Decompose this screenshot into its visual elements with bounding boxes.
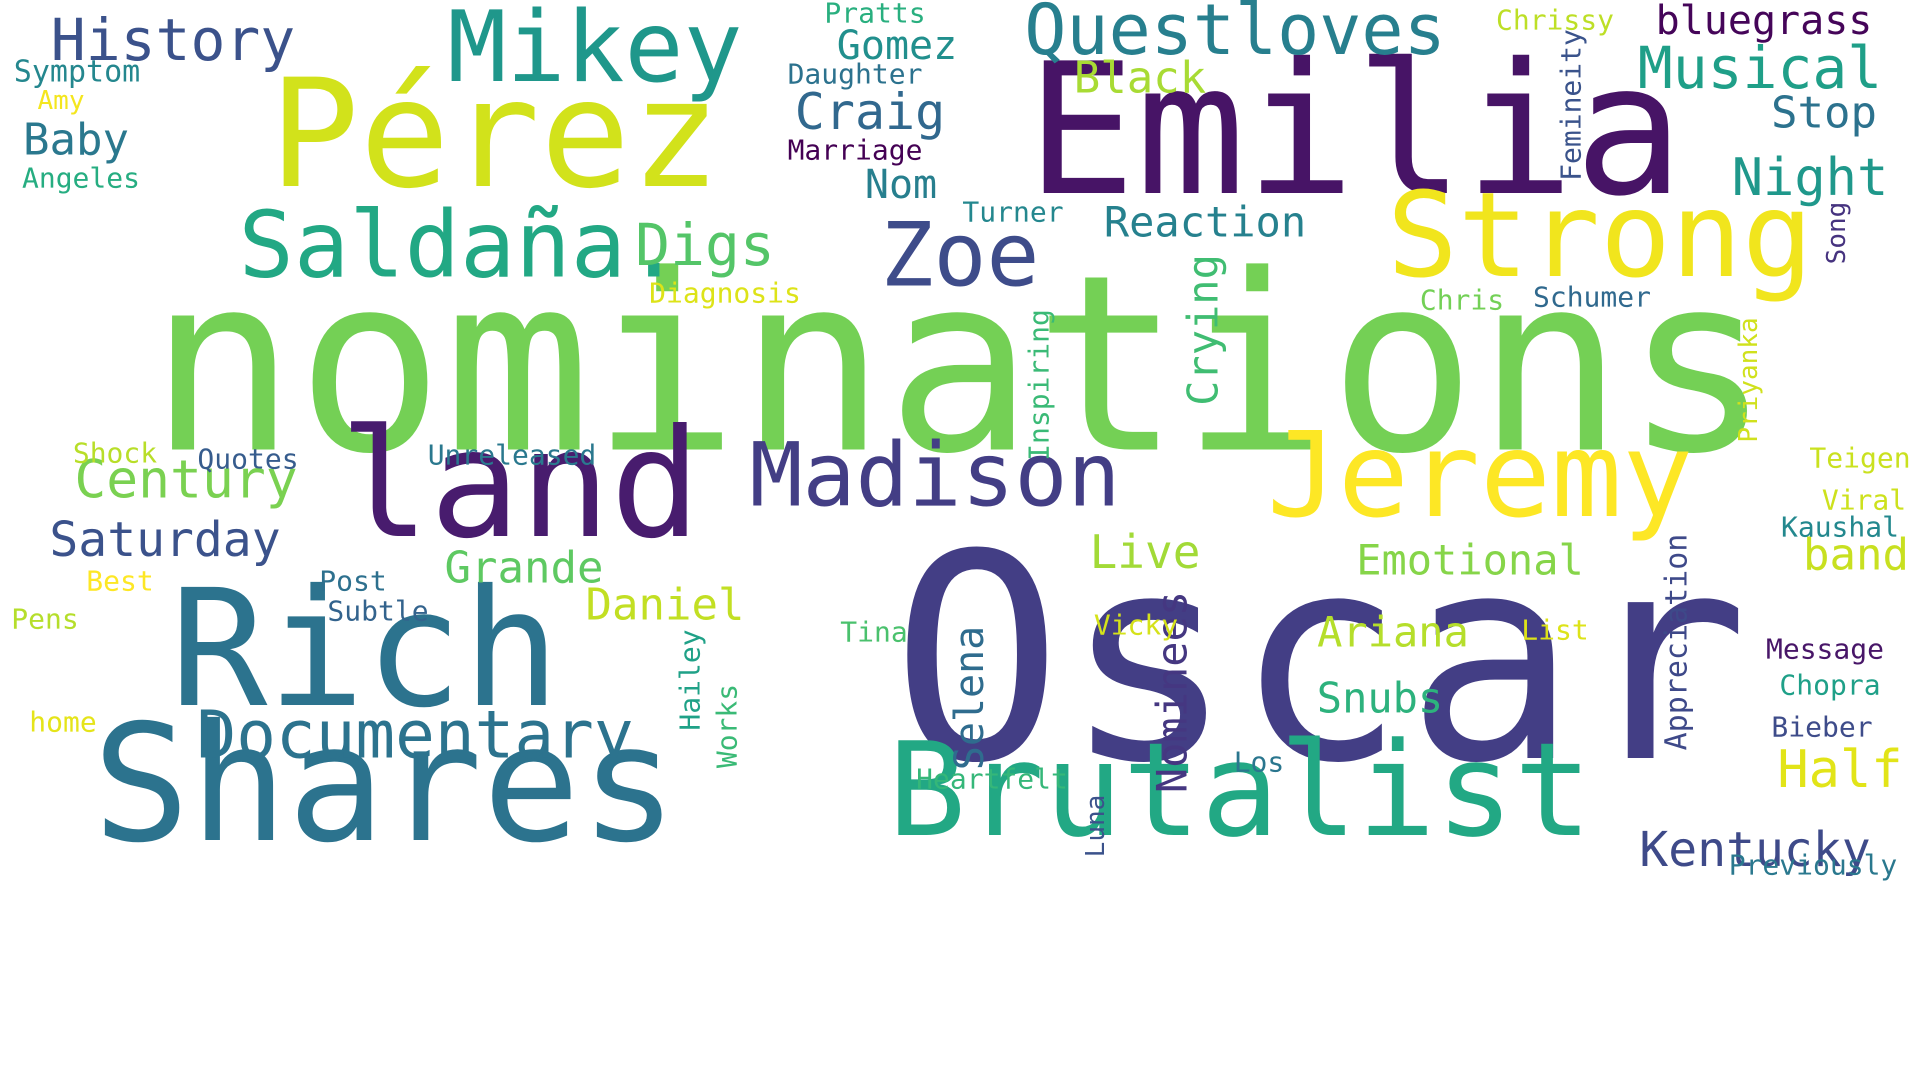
cloud-word: Half: [1777, 740, 1902, 800]
cloud-word: Song: [1822, 202, 1852, 265]
cloud-word: Marriage: [788, 134, 923, 167]
cloud-word: Chrissy: [1496, 4, 1614, 37]
cloud-word: Black: [1074, 53, 1206, 104]
cloud-word: Bieber: [1771, 711, 1872, 744]
cloud-word: Emotional: [1356, 536, 1584, 585]
cloud-word: Night: [1732, 148, 1889, 208]
cloud-word: home: [29, 706, 96, 739]
cloud-word: Mikey: [447, 0, 742, 105]
cloud-word: Message: [1766, 633, 1884, 666]
cloud-word: Daughter: [788, 58, 923, 91]
cloud-word: Schumer: [1533, 281, 1651, 314]
cloud-word: Rich: [170, 556, 560, 744]
cloud-word: Oscar: [891, 494, 1749, 826]
cloud-word: Inspiring: [1023, 309, 1056, 461]
cloud-word: Priyanka: [1734, 317, 1764, 442]
cloud-word: Quotes: [197, 443, 298, 476]
cloud-word: Saldaña.: [238, 192, 681, 299]
cloud-word: Daniel: [586, 580, 745, 631]
cloud-word: Shock: [73, 437, 157, 470]
cloud-word: Saturday: [49, 512, 280, 568]
cloud-word: bluegrass: [1656, 0, 1873, 44]
cloud-word: Nom: [865, 162, 937, 208]
cloud-word: Pratts: [824, 0, 925, 30]
cloud-word: Best: [86, 565, 153, 598]
cloud-word: Brutalist: [888, 714, 1592, 866]
cloud-word: Grande: [445, 543, 604, 594]
cloud-word: Digs: [635, 211, 775, 279]
cloud-word: Femineity: [1555, 29, 1588, 181]
cloud-word: Chopra: [1779, 669, 1880, 702]
cloud-word: Angeles: [22, 162, 140, 195]
cloud-word: Century: [74, 450, 297, 511]
cloud-word: Shares: [92, 691, 677, 879]
cloud-word: Subtle: [327, 595, 428, 628]
cloud-word: Madison: [750, 424, 1121, 527]
cloud-word: Musical: [1638, 34, 1882, 102]
cloud-word: Pérez: [269, 48, 721, 222]
cloud-word: Live: [1090, 525, 1201, 579]
cloud-word: Selena: [947, 626, 993, 771]
cloud-word: Post: [319, 565, 386, 598]
cloud-word: Luna: [1081, 795, 1111, 858]
cloud-word: Kentucky: [1639, 822, 1870, 878]
cloud-word: Diagnosis: [649, 277, 801, 310]
cloud-word: Tina: [840, 616, 907, 649]
cloud-word: Pens: [11, 603, 78, 636]
cloud-word: band: [1803, 530, 1909, 581]
cloud-word: Heartfelt: [916, 763, 1068, 796]
cloud-word: Amy: [38, 86, 85, 116]
cloud-word: Chris: [1420, 284, 1504, 317]
cloud-word: Los: [1234, 746, 1285, 779]
cloud-word: List: [1521, 614, 1588, 647]
cloud-word: Baby: [23, 115, 129, 166]
cloud-word: Turner: [962, 196, 1063, 229]
cloud-word: Hailey: [674, 629, 707, 730]
cloud-word: Ariana: [1317, 608, 1469, 657]
cloud-word: Questloves: [1024, 0, 1445, 71]
cloud-word: Nominees: [1148, 591, 1197, 793]
cloud-word: Crying: [1179, 254, 1228, 406]
cloud-word: Viral: [1822, 484, 1906, 517]
cloud-word: Symptom: [14, 55, 140, 90]
cloud-word: nominations: [149, 223, 1772, 508]
cloud-word: Zoe: [881, 204, 1040, 307]
cloud-word: Works: [711, 684, 744, 768]
cloud-word: Previously: [1729, 849, 1898, 882]
cloud-word: Reaction: [1104, 198, 1306, 247]
cloud-word: Kaushal: [1781, 511, 1899, 544]
cloud-word: Gomez: [837, 23, 957, 69]
cloud-word: Vicky: [1094, 609, 1178, 642]
cloud-word: Appreciation: [1660, 534, 1695, 751]
cloud-word: Strong: [1387, 166, 1813, 304]
cloud-word: Teigen: [1809, 442, 1910, 475]
cloud-word: Unreleased: [428, 439, 597, 472]
cloud-word: Documentary: [196, 697, 633, 774]
cloud-word: History: [51, 6, 295, 74]
cloud-word: land: [339, 398, 700, 572]
cloud-word: Jeremy: [1267, 406, 1693, 544]
cloud-word: Snubs: [1317, 674, 1443, 723]
cloud-word: Craig: [795, 83, 946, 141]
cloud-word: Stop: [1771, 88, 1877, 139]
cloud-word: Emilia: [1026, 24, 1683, 236]
